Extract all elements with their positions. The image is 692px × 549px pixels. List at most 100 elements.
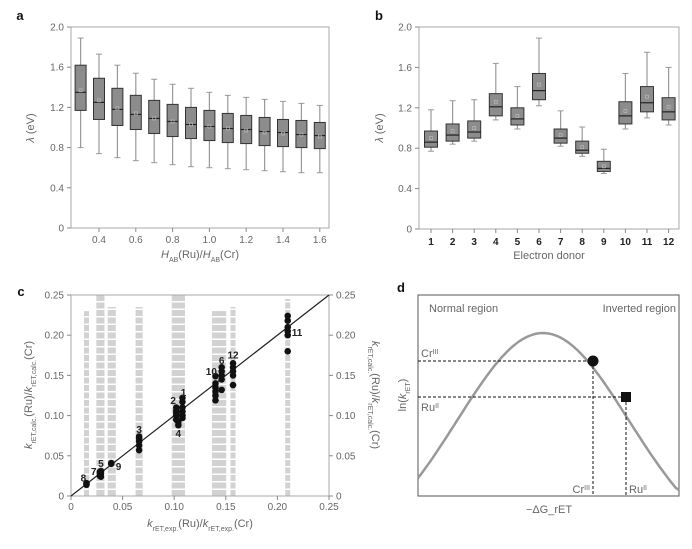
plot-frame	[70, 26, 330, 229]
y-tick-label: 0.4	[50, 183, 64, 194]
x-tick-label: 0.15	[216, 502, 236, 513]
y-tick-label: 1.6	[398, 63, 412, 74]
donor-label: 6	[219, 356, 225, 367]
x-tick-label: 1.4	[276, 235, 290, 246]
x-axis-label: Electron donor	[513, 250, 585, 262]
mean-marker	[317, 134, 322, 139]
donor-label: 2	[170, 396, 176, 407]
donor-label: 1	[181, 388, 187, 399]
x-tick-label: 6	[536, 237, 542, 248]
y-tick-label: 0.20	[45, 331, 65, 342]
iqr-box	[532, 72, 546, 101]
data-point	[97, 467, 105, 475]
x-tick-label: 9	[601, 237, 607, 248]
data-point	[212, 397, 219, 404]
donor-label: 3	[136, 425, 142, 436]
data-point	[284, 312, 292, 320]
ru-y-label: RuII	[421, 402, 439, 414]
x-tick-label: 5	[515, 237, 521, 248]
box-11	[258, 98, 271, 172]
donor-label: 9	[116, 462, 122, 473]
mean-marker	[450, 129, 455, 133]
y-tick-label: 0.05	[45, 451, 65, 462]
plot-frame	[417, 294, 680, 497]
mean-marker	[515, 114, 520, 118]
donor-3	[135, 433, 143, 454]
y-tick-label: 0.4	[398, 184, 412, 195]
data-point	[83, 479, 90, 487]
box-5	[510, 86, 525, 130]
box-8	[203, 91, 216, 169]
box-6	[166, 83, 179, 166]
y-axis-label: ln(krET)	[397, 379, 412, 412]
x-tick-label: 0.4	[92, 235, 106, 246]
box-6	[532, 37, 546, 107]
data-point	[135, 446, 143, 454]
box-14	[313, 104, 326, 174]
y-right-tick-label: 0.25	[336, 291, 356, 302]
mean-marker	[189, 122, 193, 127]
ru-x-label: RuII	[629, 484, 647, 496]
iqr-box	[596, 160, 611, 172]
donor-label: 5	[98, 459, 104, 470]
x-tick-label: 11	[642, 237, 653, 248]
plot-frame	[418, 26, 680, 230]
data-point	[284, 347, 292, 355]
cr-y-label: CrIII	[421, 348, 438, 360]
mean-marker	[97, 98, 101, 103]
iqr-box	[661, 97, 676, 121]
mean-marker	[601, 164, 606, 169]
box-10	[618, 72, 633, 130]
box-13	[295, 102, 308, 174]
y-tick-label: 1.2	[50, 103, 64, 114]
data-point	[284, 323, 292, 331]
cr-marker-circle	[587, 355, 599, 367]
y-right-tick-label: 0.05	[336, 451, 356, 462]
x-axis-label: HAB(Ru)/HAB(Cr)	[161, 249, 239, 264]
mean-marker	[558, 133, 563, 137]
x-tick-label: 10	[620, 237, 632, 248]
box-8	[575, 126, 590, 157]
panel-label-d: d	[397, 280, 405, 295]
normal-region-label: Normal region	[429, 303, 498, 315]
x-tick-label: 0	[68, 502, 74, 513]
x-tick-label: 4	[493, 237, 499, 248]
box-12	[661, 66, 676, 126]
data-point	[212, 372, 219, 380]
box-2	[93, 53, 105, 155]
y-axis-label: λ (eV)	[25, 113, 37, 143]
donor-label: 8	[81, 473, 87, 484]
mean-marker	[78, 88, 83, 93]
data-point	[135, 433, 143, 440]
y-tick-label: 1.2	[398, 103, 412, 114]
data-point	[107, 459, 115, 467]
data-point	[284, 317, 292, 325]
y-tick-label: 0	[58, 492, 64, 503]
y-tick-label: 2.0	[398, 23, 412, 34]
x-tick-label: 8	[579, 237, 585, 248]
mean-marker	[207, 124, 212, 129]
mean-marker	[115, 106, 120, 111]
x-tick-label: 0.8	[166, 235, 180, 246]
donor-label: 10	[206, 367, 218, 378]
data-point	[229, 360, 237, 367]
mean-marker	[429, 136, 433, 140]
mean-marker	[152, 116, 157, 121]
x-tick-label: 12	[663, 237, 675, 248]
x-tick-label: 0.6	[129, 235, 143, 246]
y-tick-label: 0.25	[45, 291, 65, 302]
x-tick-label: 0.05	[113, 502, 133, 513]
mean-marker	[225, 126, 230, 131]
donor-6	[218, 364, 225, 394]
donor-5	[97, 467, 105, 481]
donor-label: 12	[227, 350, 239, 361]
plot-frame	[70, 294, 330, 497]
donor-label: 7	[91, 467, 97, 478]
y-tick-label: 0.10	[45, 411, 65, 422]
mean-marker	[262, 130, 267, 135]
donor-8	[83, 479, 90, 489]
donor-4	[175, 418, 182, 429]
y-tick-label: 0	[58, 224, 64, 235]
